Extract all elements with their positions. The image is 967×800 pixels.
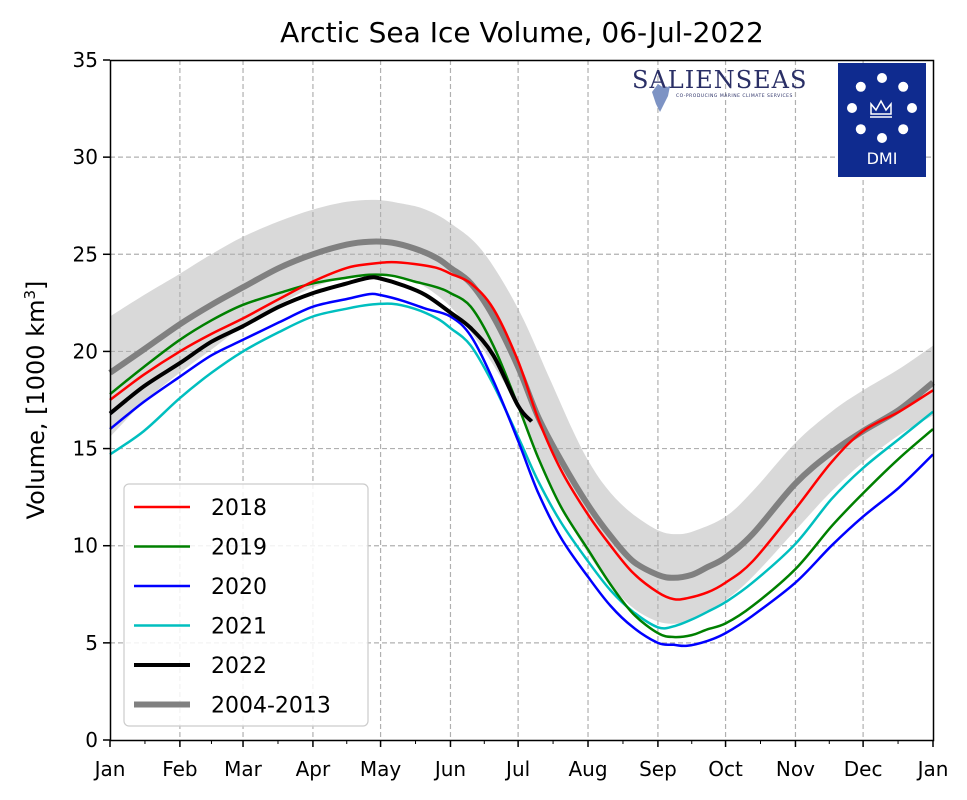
salienseas-logo: SALIENSEAS CO-PRODUCING MARINE CLIMATE S…: [632, 66, 806, 112]
legend-label: 2020: [211, 575, 267, 600]
legend-label: 2019: [211, 536, 267, 561]
dmi-star-ring-icon: [847, 73, 917, 143]
legend: 2018 2019 2020 2021 2022 2004-2013: [123, 483, 369, 727]
x-tick-label: Aug: [568, 757, 607, 781]
dmi-dot: [898, 124, 909, 135]
series-line-2019: [109, 273, 934, 639]
x-tick-label: Apr: [296, 757, 331, 781]
x-tick-label: Jan: [916, 757, 949, 781]
legend-label: 2022: [211, 654, 267, 679]
x-tick-label: Sep: [639, 757, 677, 781]
x-tick-label: Feb: [162, 757, 197, 781]
x-tick-label: Jan: [93, 757, 126, 781]
y-tick-label: 20: [73, 339, 98, 363]
x-tick-label: Jul: [504, 757, 530, 781]
legend-label: 2021: [211, 615, 267, 640]
dmi-dot: [855, 81, 866, 92]
dmi-logo-text: DMI: [867, 149, 898, 168]
chart-title: Arctic Sea Ice Volume, 06-Jul-2022: [280, 16, 764, 49]
series-layer: [108, 238, 935, 648]
y-tick-label: 15: [73, 437, 98, 461]
salienseas-logo-tagline: CO-PRODUCING MARINE CLIMATE SERVICES: [676, 93, 793, 99]
x-axis-ticks: Jan Feb Mar Apr May Jun Jul Aug Sep Oct Nov Dec Jan: [93, 740, 949, 781]
legend-label: 2018: [211, 496, 267, 521]
y-axis-label: Volume, [1000 km3]: [21, 281, 50, 520]
axes-layer: Jan Feb Mar Apr May Jun Jul Aug Sep Oct Nov Dec Jan …: [73, 48, 949, 781]
iceberg-icon: [652, 84, 670, 112]
legend-label: 2004-2013: [211, 694, 331, 719]
x-tick-label: May: [360, 757, 402, 781]
x-tick-label: Nov: [776, 757, 815, 781]
dmi-logo: DMI: [838, 63, 926, 177]
crown-icon: [870, 99, 892, 115]
dmi-dot: [907, 103, 917, 113]
y-tick-label: 35: [73, 48, 98, 72]
series-line-2020: [109, 292, 934, 648]
x-tick-label: Oct: [708, 757, 743, 781]
x-tick-label: Dec: [844, 757, 883, 781]
y-tick-label: 30: [73, 145, 98, 169]
y-axis-ticks: 0 5 10 15 20 25 30 35: [73, 48, 110, 752]
logos: SALIENSEAS CO-PRODUCING MARINE CLIMATE S…: [632, 63, 926, 177]
series-line-2018: [109, 260, 934, 601]
dmi-dot: [855, 124, 866, 135]
y-tick-label: 10: [73, 534, 98, 558]
y-tick-label: 5: [85, 631, 98, 655]
dmi-dot: [898, 81, 909, 92]
y-tick-label: 25: [73, 242, 98, 266]
series-line-2022: [108, 275, 534, 423]
x-tick-label: Jun: [433, 757, 466, 781]
y-tick-label: 0: [85, 728, 98, 752]
dmi-dot: [877, 73, 887, 83]
dmi-dot: [847, 103, 857, 113]
dmi-dot: [877, 133, 887, 143]
x-tick-label: Mar: [224, 757, 263, 781]
axes-frame: [109, 59, 935, 742]
series-line-2021: [109, 302, 934, 630]
